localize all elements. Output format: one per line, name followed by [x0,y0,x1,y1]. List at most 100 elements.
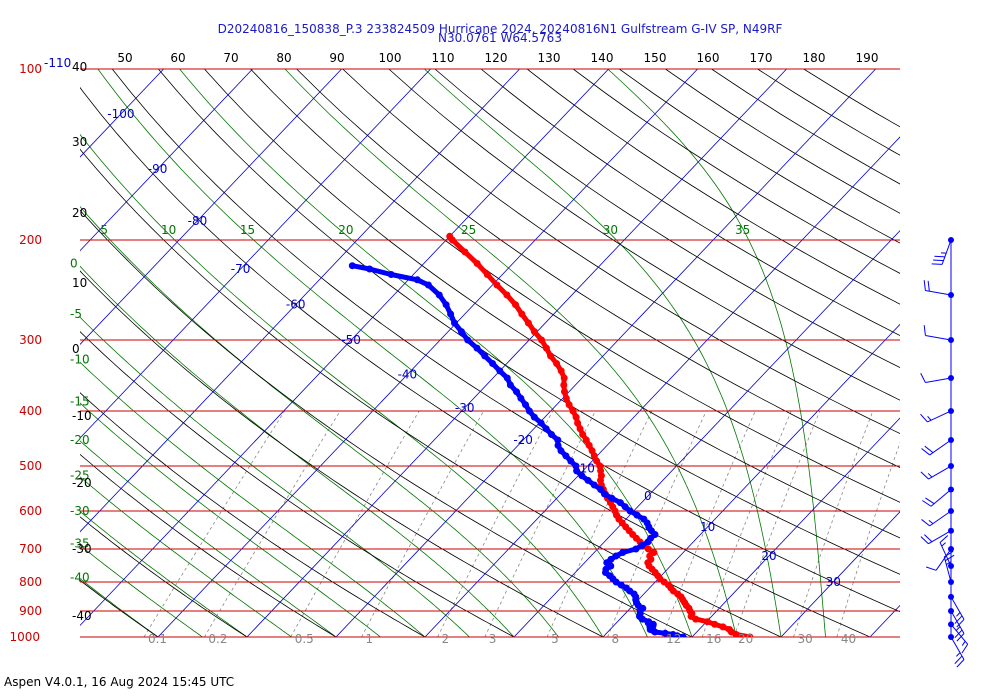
isotherm-line [691,417,900,637]
mixing-ratio-label: 0.1 [148,632,167,646]
isotherm-line [80,69,431,439]
pressure-label: 300 [19,333,42,347]
isotherm-label: -70 [231,262,251,276]
mixing-ratio-label: 3 [489,632,497,646]
isotherm-label: -20 [513,433,533,447]
moist-adiabat-label: -35 [70,537,90,551]
dry-adiabat [665,69,900,214]
wind-barb [921,507,954,527]
isotherm-label: 0 [644,489,652,503]
dewpoint-point [548,431,555,438]
dry-adiabat [803,69,900,128]
isotherm-label: -80 [188,214,208,228]
wind-barb-shaft [943,556,952,583]
temperature-point [582,436,590,444]
dewpoint-point [435,291,443,299]
dewpoint-point [661,629,669,637]
wind-barb-full [921,519,931,527]
wind-barb-shaft [925,290,952,296]
theta-label-left: -10 [72,409,92,423]
moist-adiabat-label: 10 [161,223,176,237]
wind-barb-full [924,445,934,454]
dewpoint-point [632,545,640,553]
temperature-point [572,413,580,421]
temperature-point [473,260,481,267]
dewpoint-point [602,565,610,573]
temperature-point [493,281,501,289]
dewpoint-point [554,436,562,444]
pressure-label: 500 [19,459,42,473]
wind-barb-shaft [929,510,952,527]
dry-adiabat [296,69,900,468]
wind-barb [939,535,954,570]
wind-barb [948,593,965,628]
dry-adiabat [80,331,515,637]
wind-barb-full [956,619,965,628]
mixing-ratio-line [701,410,792,637]
dewpoint-point [496,367,504,375]
wind-barb-shaft [950,610,965,634]
moist-adiabat [80,440,337,637]
pressure-label: 400 [19,404,42,418]
temperature-point [446,232,454,240]
temperature-point [560,374,568,382]
mixing-ratio-label: 5 [551,632,559,646]
moist-adiabat-label: -15 [70,395,90,409]
temperature-point [585,441,593,449]
theta-label-left: -30 [72,542,92,556]
wind-barb-full [931,263,943,265]
theta-label-top: 80 [276,51,291,65]
dewpoint-point [640,515,648,523]
theta-label-top: 160 [697,51,720,65]
theta-label-left: -40 [72,609,92,623]
mixing-ratio-label: 0.5 [295,632,314,646]
dry-adiabat [711,69,900,185]
isotherm-line [513,230,900,637]
dewpoint-point [622,584,630,592]
temperature-point [703,618,711,626]
wind-barb-full [926,566,937,571]
theta-label-top: 50 [117,51,132,65]
mixing-ratio-label: 0.2 [208,632,227,646]
temperature-point [576,425,584,433]
dewpoint-point [590,481,598,489]
wind-barb-shaft [941,239,952,265]
theta-label-left: 30 [72,135,87,149]
wind-barb-half [927,473,933,478]
mixing-ratio-label: 1 [366,632,374,646]
temperature-point [579,431,587,438]
dewpoint-point [517,394,525,402]
temperature-point [574,419,582,427]
mixing-ratio-label: 2 [442,632,450,646]
theta-label-top: 190 [856,51,879,65]
theta-label-left: 0 [72,342,80,356]
temperature-point [650,549,658,556]
temperature-point [561,388,568,396]
wind-barb-full [920,413,928,423]
wind-barb-shaft [950,624,969,645]
moist-adiabat [80,476,292,637]
wind-barb-half [956,612,961,617]
wind-barb-full [934,255,945,258]
dewpoint-point [617,581,625,589]
wind-barb-full [944,550,954,558]
isotherm-line [80,69,520,533]
dewpoint-point [542,425,550,433]
dewpoint-point [645,618,653,626]
dewpoint-point [597,486,605,493]
theta-label-left: -20 [72,476,92,490]
theta-label-top: 120 [485,51,508,65]
isotherm-label: -110 [44,56,71,70]
theta-label-left: 10 [72,276,87,290]
moist-adiabat [80,206,559,637]
dewpoint-point [633,511,641,519]
mixing-ratio-label: 12 [666,632,681,646]
moist-adiabat [424,69,782,637]
moist-adiabat-label: -25 [70,469,90,483]
dry-adiabat [157,69,900,575]
dry-adiabat [80,86,871,637]
wind-barb-half [927,416,932,421]
mixing-ratio-line [484,410,596,637]
moist-adiabats [80,69,826,637]
isotherms [80,69,900,637]
